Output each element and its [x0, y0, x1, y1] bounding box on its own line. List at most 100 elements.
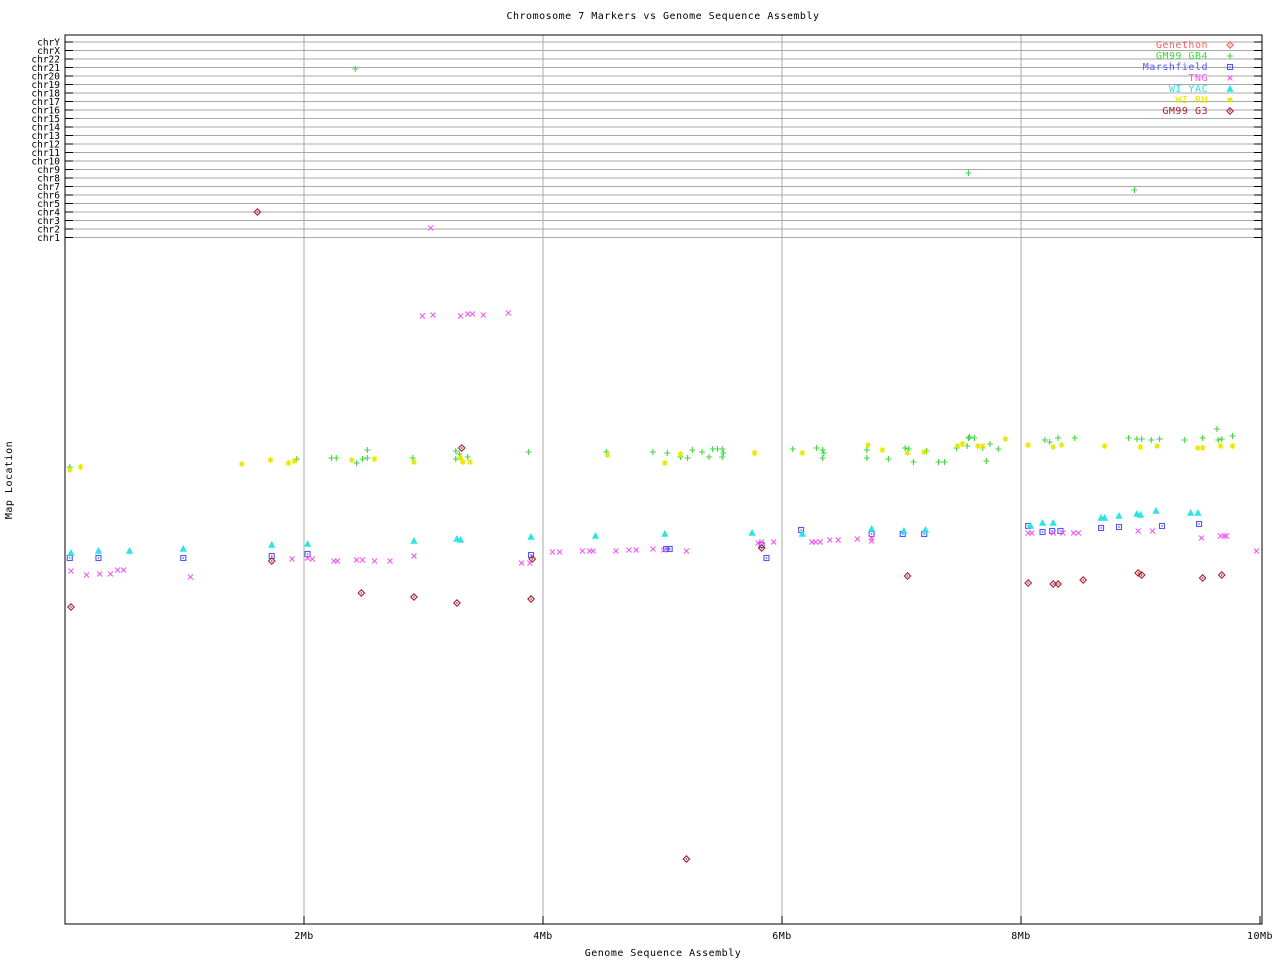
data-point-cross: [334, 558, 341, 564]
data-point-square: [663, 545, 670, 553]
data-point-plus: [995, 446, 1002, 452]
data-point-plus: [684, 455, 691, 461]
legend-item-wi-rh: WI RH: [1175, 95, 1233, 106]
data-point-cross: [387, 558, 393, 564]
data-point-square-dot: [668, 548, 671, 550]
data-point-cross: [626, 547, 632, 553]
data-point-cross: [556, 549, 563, 555]
data-point-cross: [1221, 533, 1228, 539]
data-point-triangle: [410, 536, 418, 544]
legend-label: GM99 GB4: [1156, 51, 1208, 62]
data-point-diamond: [66, 603, 75, 611]
data-point-cross: [1135, 528, 1141, 534]
data-point-asterisk: [799, 450, 806, 456]
data-point-asterisk: [1025, 442, 1032, 448]
data-point-square: [1196, 520, 1203, 528]
data-point-triangle: [456, 535, 465, 543]
data-point-asterisk: [267, 457, 274, 463]
chromosome-tick-label: chrX: [37, 46, 60, 57]
data-point-plus: [941, 459, 948, 465]
data-point-triangle: [1152, 506, 1160, 514]
data-point-plus: [359, 456, 366, 462]
data-point-plus: [820, 450, 827, 456]
data-point-cross: [1149, 528, 1156, 534]
data-point-asterisk: [677, 451, 684, 457]
data-point-plus: [789, 446, 796, 452]
data-point-cross: [590, 548, 597, 554]
data-point-plus: [910, 459, 917, 465]
data-point-plus: [1046, 439, 1053, 445]
data-point-triangle: [303, 539, 312, 547]
data-point-diamond: [1217, 571, 1226, 579]
data-point-cross: [457, 313, 464, 319]
data-point-diamond-dot: [1229, 110, 1231, 112]
data-point-plus: [971, 435, 978, 441]
data-point-triangle: [921, 525, 930, 533]
data-point-square-dot: [1161, 525, 1163, 527]
data-point-cross: [371, 558, 378, 564]
x-tick-label: 8Mb: [1011, 931, 1031, 942]
data-point-asterisk: [879, 447, 886, 453]
data-point-asterisk: [459, 459, 466, 465]
data-point-plus: [965, 435, 972, 441]
data-point-asterisk: [1194, 445, 1201, 451]
data-point-triangle: [661, 529, 669, 537]
data-point-diamond-dot: [1201, 577, 1204, 579]
data-point-square: [666, 545, 673, 553]
legend-label: WI RH: [1175, 95, 1208, 106]
data-point-asterisk: [291, 458, 298, 464]
data-point-plus: [1125, 435, 1132, 441]
x-tick-label: 6Mb: [772, 931, 792, 942]
data-point-diamond-dot: [906, 575, 909, 577]
data-point-cross: [1227, 75, 1233, 81]
data-point-plus: [1213, 426, 1220, 432]
data-point-triangle: [1026, 521, 1035, 529]
data-point-square-dot: [306, 553, 309, 555]
data-point-triangle: [67, 548, 75, 556]
data-point-plus: [452, 456, 459, 462]
data-point-plus: [333, 455, 340, 461]
data-point-cross: [114, 567, 121, 573]
chromosome-tick-label: chr3: [37, 216, 60, 227]
data-point-plus: [1227, 53, 1233, 59]
legend-item-genethon: Genethon: [1156, 40, 1234, 51]
data-point-asterisk: [959, 441, 966, 447]
data-point-plus: [1156, 436, 1163, 442]
data-point-cross: [817, 539, 824, 545]
data-point-cross: [758, 539, 765, 545]
data-point-diamond-dot: [760, 547, 763, 549]
legend-label: WI YAC: [1169, 84, 1208, 95]
x-tick-label: 4Mb: [533, 931, 553, 942]
data-point-cross: [469, 311, 476, 317]
data-point-plus: [364, 447, 371, 453]
data-point-triangle: [527, 532, 535, 540]
chromosome-tick-label: chr12: [31, 140, 60, 151]
data-point-cross: [353, 557, 360, 563]
data-point-plus: [409, 455, 416, 461]
data-point-cross: [1075, 530, 1082, 536]
data-point-plus: [983, 458, 990, 464]
data-point-diamond: [1024, 579, 1033, 587]
chart-title: Chromosome 7 Markers vs Genome Sequence …: [507, 11, 820, 22]
data-point-plus: [1131, 187, 1138, 193]
data-point-cross: [835, 537, 842, 543]
data-point-triangle: [1100, 513, 1109, 521]
data-point-cross: [854, 536, 861, 542]
data-point-asterisk: [1002, 436, 1009, 442]
data-point-cross: [419, 313, 426, 319]
data-point-square: [1057, 527, 1064, 535]
data-point-diamond-dot: [1057, 583, 1059, 585]
data-point-cross: [304, 555, 311, 561]
data-point-triangle: [591, 531, 600, 539]
chromosome-tick-label: chr6: [37, 191, 60, 202]
chromosome-tick-label: chr8: [37, 174, 60, 185]
data-point-triangle: [1187, 508, 1195, 516]
data-point-triangle: [1115, 511, 1123, 519]
data-point-asterisk: [457, 455, 464, 461]
data-point-cross: [464, 311, 471, 317]
legend-label: GM99 G3: [1162, 106, 1208, 117]
data-point-cross: [1050, 530, 1057, 536]
data-points: [66, 66, 1260, 863]
data-point-asterisk: [1101, 443, 1108, 449]
data-point-square: [1115, 523, 1123, 531]
